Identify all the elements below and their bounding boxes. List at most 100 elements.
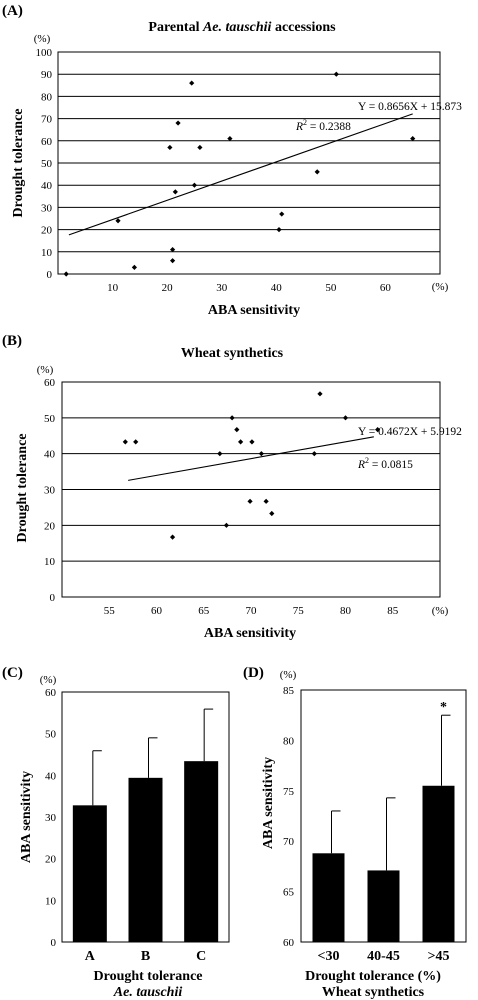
y-tick-label: 20 [44,520,56,532]
y-tick-label: 60 [283,937,295,949]
panel-a-y-unit: (%) [34,33,51,45]
y-tick-label: 75 [283,786,295,798]
x-tick-label: 75 [293,605,305,617]
data-point [122,439,128,445]
data-point [375,427,381,433]
data-point [131,264,137,270]
bar [367,870,400,942]
panel-d-y-unit: (%) [280,669,297,681]
panel-a-title: Parental Ae. tauschii accessions [148,20,336,35]
data-point [223,522,230,528]
y-tick-label: 50 [45,729,57,741]
category-label: 40-45 [367,949,400,964]
panel-b-equation: Y = 0.4672X + 5.9192 [358,426,462,438]
y-tick-label: 0 [50,592,56,604]
data-point [314,169,320,175]
category-label: A [85,949,96,964]
data-point [227,135,233,142]
panel-c-y-unit: (%) [40,674,57,686]
x-tick-label: 60 [151,605,163,617]
data-point [279,211,285,217]
panel-b-title: Wheat synthetics [181,346,284,361]
panel-c-plot: 0 10 20 30 40 50 60 A B C [45,687,219,964]
panel-b-plot: 0 10 20 30 40 50 60 55 60 65 70 75 80 85 [44,377,440,617]
data-point [170,246,176,253]
y-tick-label: 30 [44,485,56,497]
panel-d-y-label: ABA sensitivity [261,757,276,849]
y-tick-label: 40 [45,770,57,782]
bar [128,777,163,942]
data-point [172,189,178,195]
y-tick-label: 80 [283,735,295,747]
bar [72,805,107,942]
panel-d-plot: 60 65 70 75 80 85 <30 40-45 >45 * [283,685,455,964]
data-point [269,510,275,517]
panel-a-x-unit: (%) [432,281,449,293]
y-tick-label: 60 [44,377,56,389]
x-tick-label: 30 [216,282,228,294]
panel-a-x-label: ABA sensitivity [208,303,300,318]
y-tick-label: 70 [41,114,53,126]
trend-line [68,113,413,236]
data-point [189,80,195,86]
data-point [217,451,223,457]
bar [312,853,345,942]
y-tick-label: 30 [45,812,57,824]
y-tick-label: 65 [283,887,295,899]
y-tick-label: 50 [44,413,56,425]
y-tick-label: 10 [44,556,56,568]
data-point [229,415,235,421]
panel-a-letter: (A) [2,3,23,19]
x-tick-label: 40 [271,282,283,294]
y-tick-label: 0 [51,937,57,949]
data-point [170,258,176,264]
category-label: B [141,949,150,964]
data-point [133,439,139,445]
bar [422,785,455,942]
y-tick-label: 100 [36,47,53,59]
data-point [238,439,244,445]
panel-a-y-label: Drought tolerance [11,109,26,218]
category-label: <30 [318,949,340,964]
panel-c-x-sublabel: Ae. tauschii [113,985,183,1000]
x-tick-label: 50 [325,282,337,294]
data-point [311,451,317,457]
panel-c-y-label: ABA sensitivity [19,771,34,863]
y-tick-label: 60 [41,136,53,148]
data-point [169,534,176,540]
category-label: >45 [428,949,450,964]
data-point [258,451,264,457]
x-tick-label: 10 [107,282,119,294]
data-point [115,218,121,224]
panel-d-letter: (D) [243,665,264,681]
x-tick-label: 20 [162,282,174,294]
panel-b-x-label: ABA sensitivity [204,626,296,641]
y-tick-label: 20 [41,225,53,237]
y-tick-label: 10 [45,895,57,907]
panel-d-x-label: Drought tolerance (%) [305,969,441,984]
x-tick-label: 65 [198,605,210,617]
data-point [410,135,416,142]
category-label: C [196,949,206,964]
data-point [333,71,339,77]
y-tick-label: 40 [41,180,53,192]
trend-line [128,436,374,481]
panel-c-letter: (C) [2,665,23,681]
panel-a-equation: Y = 0.8656X + 15.873 [358,101,462,113]
y-tick-label: 10 [41,247,53,259]
y-tick-label: 0 [47,269,53,281]
panel-b-y-unit: (%) [37,364,54,376]
y-tick-label: 20 [45,854,57,866]
y-tick-label: 70 [283,836,295,848]
panel-a-r2: R2 = 0.2388 [295,118,351,133]
y-tick-label: 90 [41,69,53,81]
y-tick-label: 30 [41,202,53,214]
data-point [175,120,181,126]
x-tick-label: 80 [340,605,352,617]
y-tick-label: 85 [283,685,295,697]
data-point [167,144,173,151]
y-tick-label: 60 [45,687,57,699]
panel-b-x-unit: (%) [432,605,449,617]
x-tick-label: 55 [104,605,116,617]
